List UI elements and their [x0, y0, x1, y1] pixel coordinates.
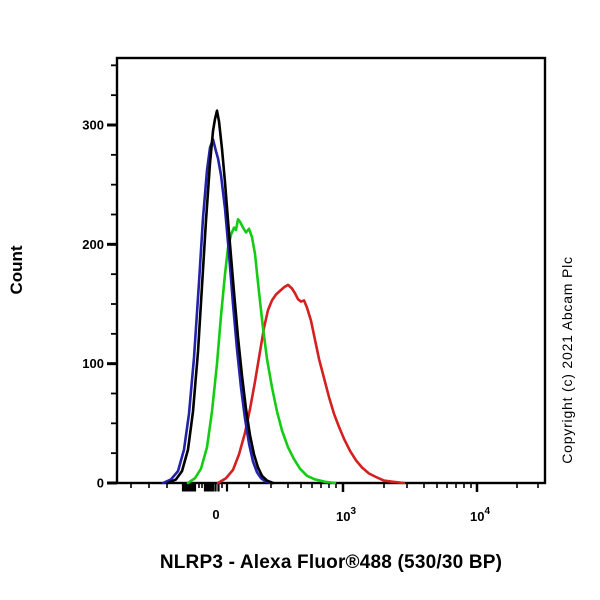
y-tick-label: 100 [82, 356, 104, 371]
curve-blue [161, 138, 274, 485]
x-zero-label: 0 [212, 507, 219, 522]
curve-green [186, 218, 337, 485]
copyright-text: Copyright (c) 2021 Abcam Plc [559, 256, 575, 464]
curve-red [216, 283, 406, 485]
curve-black [166, 109, 275, 485]
x-decade-label: 104 [470, 506, 490, 524]
plot-frame [115, 56, 547, 485]
y-tick-label: 300 [82, 118, 104, 133]
y-tick-label: 0 [97, 476, 104, 491]
x-decade-label: 103 [336, 506, 356, 524]
y-tick-label: 200 [82, 237, 104, 252]
x-axis-title: NLRP3 - Alexa Fluor®488 (530/30 BP) [159, 552, 503, 573]
